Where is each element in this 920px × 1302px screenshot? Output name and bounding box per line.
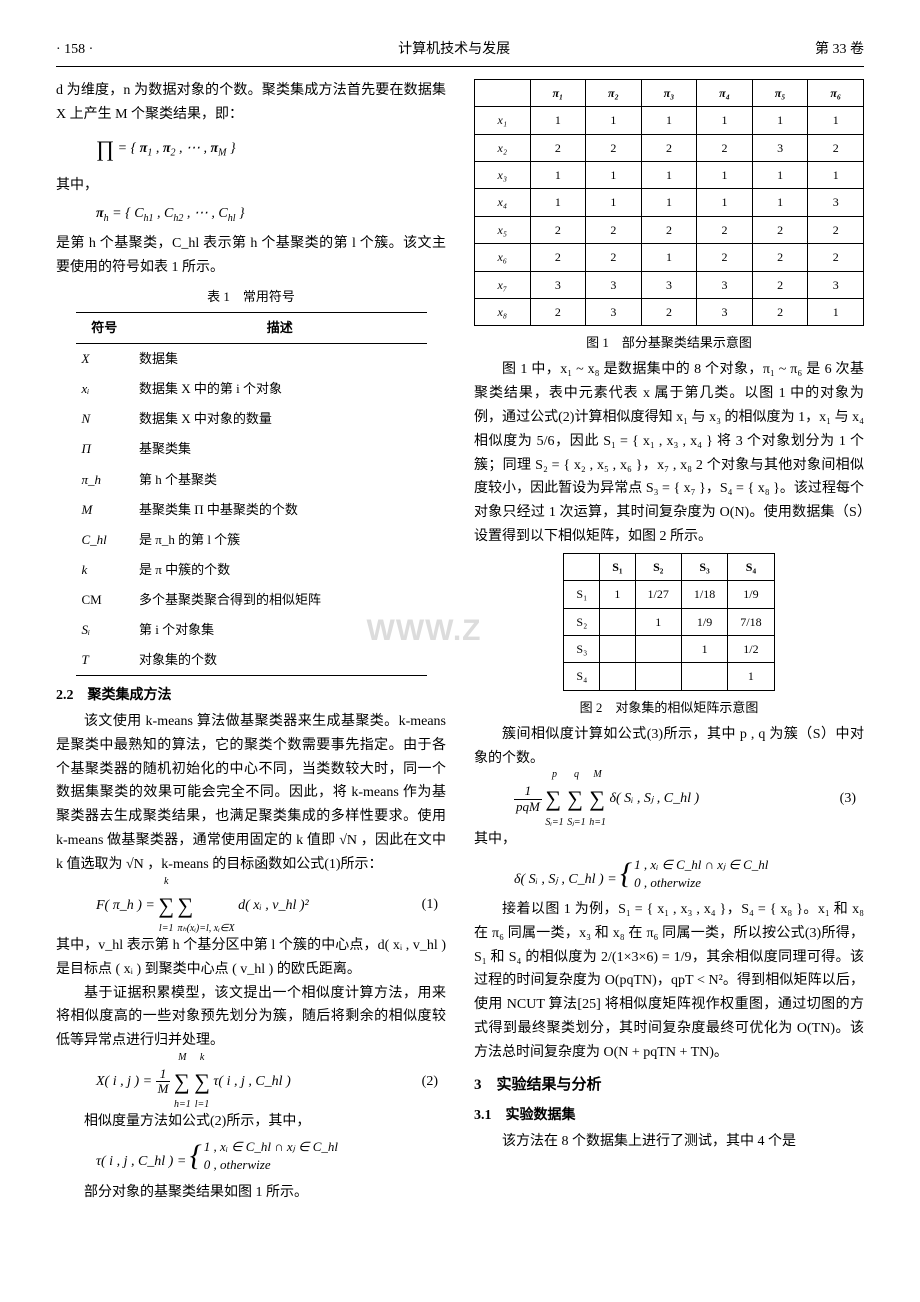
paragraph: 基于证据积累模型，该文提出一个相似度计算方法，用来将相似度高的一些对象预先划分为… [56,982,446,1053]
td: M [76,495,134,525]
paragraph: 是第 h 个基聚类，C_hl 表示第 h 个基聚类的第 l 个簇。该文主要使用的… [56,232,446,280]
equation-pi: πh = { Ch1 , Ch2 , ⋯ , Chl } [56,202,446,227]
volume-label: 第 33 卷 [815,38,864,62]
figure-1-caption: 图 1 部分基聚类结果示意图 [474,332,864,354]
paragraph: 其中，v_hl 表示第 h 个基分区中第 l 个簇的中心点，d( xᵢ , v_… [56,934,446,982]
paragraph: 该方法在 8 个数据集上进行了测试，其中 4 个是 [474,1130,864,1154]
figure-1-table: π₁ π₂ π₃ π₄ π₅ π₆ x₁111111 x₂222232 x₃11… [474,79,864,327]
equation-prod: ∏ = { π1 , π2 , ⋯ , πM } [56,130,446,167]
paragraph: 其中， [474,828,864,852]
section-3-title: 3 实验结果与分析 [474,1073,864,1099]
td: Π [76,434,134,464]
td: 数据集 [133,344,427,375]
page-number: · 158 · [56,38,93,62]
paragraph: 接着以图 1 为例，S₁ = { x₁ , x₃ , x₄ }，S₄ = { x… [474,898,864,1065]
paragraph: 该文使用 k-means 算法做基聚类器来生成基聚类。k-means 是聚类中最… [56,710,446,877]
page-header: · 158 · 计算机技术与发展 第 33 卷 [56,38,864,67]
left-column: d 为维度，n 为数据对象的个数。聚类集成方法首先要在数据集 X 上产生 M 个… [56,79,446,1205]
th: 符号 [76,313,134,344]
td: T [76,645,134,676]
td: 对象集的个数 [133,645,427,676]
table-1: 符号 描述 X数据集 xᵢ数据集 X 中的第 i 个对象 N数据集 X 中对象的… [76,312,427,676]
td: 是 π 中簇的个数 [133,555,427,585]
paragraph: 相似度量方法如公式(2)所示，其中， [56,1110,446,1134]
right-column: π₁ π₂ π₃ π₄ π₅ π₆ x₁111111 x₂222232 x₃11… [474,79,864,1205]
figure-2-caption: 图 2 对象集的相似矩阵示意图 [474,697,864,719]
eq-number: (2) [422,1070,446,1094]
th: 描述 [133,313,427,344]
td: 是 π_h 的第 l 个簇 [133,525,427,555]
paragraph: 簇间相似度计算如公式(3)所示，其中 p , q 为簇（S）中对象的个数。 [474,723,864,771]
paragraph: 图 1 中，x₁ ~ x₈ 是数据集中的 8 个对象，π₁ ~ π₆ 是 6 次… [474,358,864,548]
eq-number: (1) [422,893,446,917]
td: N [76,404,134,434]
paragraph: 部分对象的基聚类结果如图 1 所示。 [56,1181,446,1205]
equation-3: 1pqM p∑Sᵢ=1 q∑Sⱼ=1 M∑h=1 δ( Sᵢ , Sⱼ , C_… [474,770,864,827]
section-2-2-title: 2.2 聚类集成方法 [56,684,446,708]
td: 基聚类集 [133,434,427,464]
section-3-1-title: 3.1 实验数据集 [474,1104,864,1128]
paragraph: d 为维度，n 为数据对象的个数。聚类集成方法首先要在数据集 X 上产生 M 个… [56,79,446,127]
td: 第 h 个基聚类 [133,465,427,495]
td: xᵢ [76,374,134,404]
equation-tau: τ( i , j , C_hl ) = { 1 , xᵢ ∈ C_hl ∩ xⱼ… [56,1138,446,1174]
figure-2-table: S₁ S₂ S₃ S₄ S₁11/271/181/9 S₂11/97/18 S₃… [563,553,774,691]
equation-1: F( π_h ) = k∑l=1 ∑πₕ(xᵢ)=l, xᵢ∈X d( xᵢ ,… [56,877,446,934]
td: π_h [76,465,134,495]
equation-delta: δ( Sᵢ , Sⱼ , C_hl ) = { 1 , xᵢ ∈ C_hl ∩ … [474,856,864,892]
table1-caption: 表 1 常用符号 [56,286,446,308]
td: C_hl [76,525,134,555]
td: CM [76,585,134,615]
td: 第 i 个对象集 [133,615,427,645]
td: 多个基聚类聚合得到的相似矩阵 [133,585,427,615]
td: X [76,344,134,375]
td: Sᵢ [76,615,134,645]
td: 数据集 X 中对象的数量 [133,404,427,434]
journal-title: 计算机技术与发展 [398,38,510,62]
equation-2: X( i , j ) = 1M M∑h=1 k∑l=1 τ( i , j , C… [56,1053,446,1110]
td: 数据集 X 中的第 i 个对象 [133,374,427,404]
eq-number: (3) [840,787,864,811]
td: 基聚类集 Π 中基聚类的个数 [133,495,427,525]
paragraph: 其中， [56,174,446,198]
td: k [76,555,134,585]
